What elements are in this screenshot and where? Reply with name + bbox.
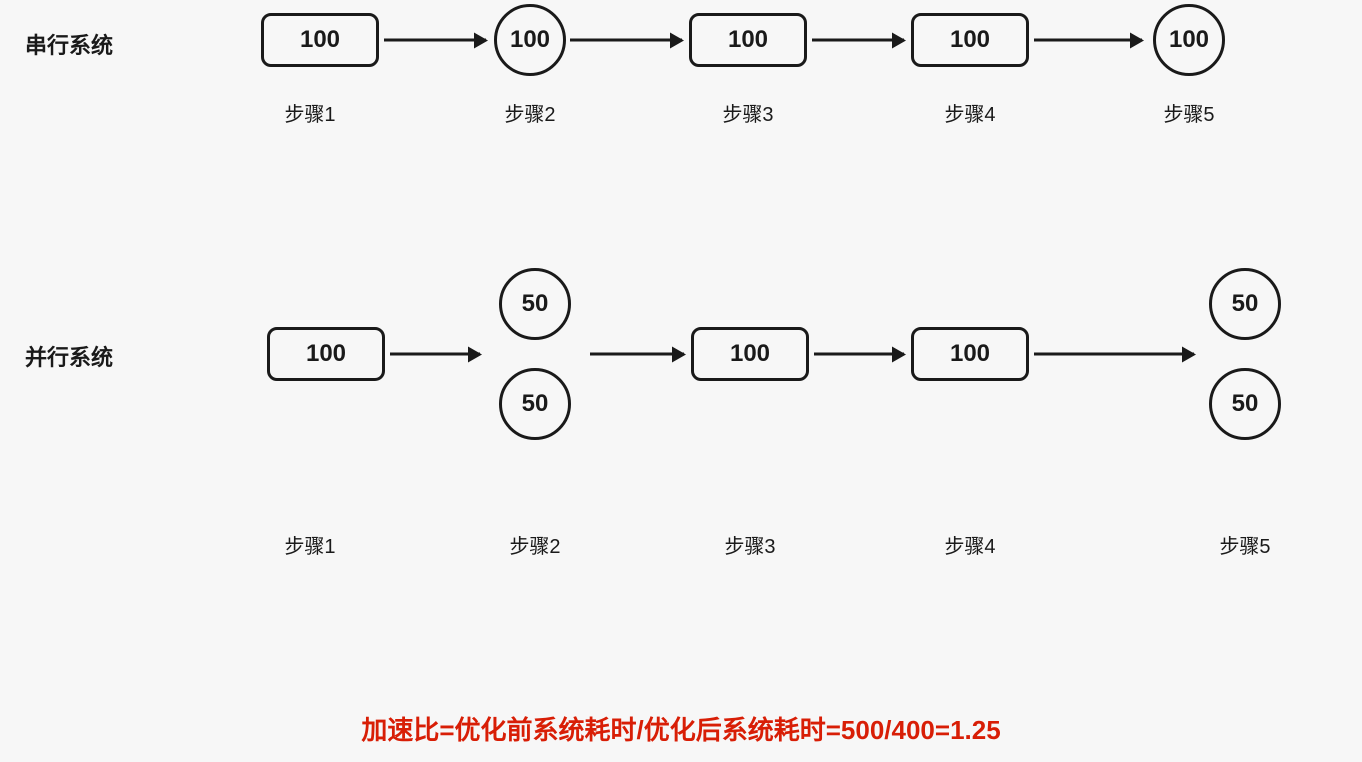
parallel-step-5-label: 步骤5: [1219, 530, 1270, 559]
speedup-formula: 加速比=优化前系统耗时/优化后系统耗时=500/400=1.25: [361, 710, 1000, 747]
parallel-step-2-value-a: 50: [522, 290, 549, 318]
serial-step-4-node: 100: [911, 13, 1029, 67]
serial-arrow-2: [570, 39, 682, 42]
serial-step-1-node: 100: [261, 13, 379, 67]
parallel-step-4-label: 步骤4: [944, 530, 995, 559]
parallel-step-5-value-a: 50: [1232, 290, 1259, 318]
parallel-step-5-node-a: 50: [1209, 268, 1281, 340]
serial-step-2-value: 100: [510, 26, 550, 54]
serial-step-3-node: 100: [689, 13, 807, 67]
serial-arrow-4: [1034, 39, 1142, 42]
serial-step-5-value: 100: [1169, 26, 1209, 54]
parallel-step-3-node: 100: [691, 327, 809, 381]
parallel-arrow-1: [390, 353, 480, 356]
serial-arrow-3: [812, 39, 904, 42]
parallel-arrow-2: [590, 353, 684, 356]
parallel-row-label: 并行系统: [25, 340, 113, 372]
parallel-step-1-node: 100: [267, 327, 385, 381]
parallel-step-3-label: 步骤3: [724, 530, 775, 559]
serial-step-2-node: 100: [494, 4, 566, 76]
parallel-step-1-label: 步骤1: [284, 530, 335, 559]
parallel-step-2-node-a: 50: [499, 268, 571, 340]
serial-step-1-value: 100: [300, 26, 340, 54]
parallel-step-5-node-b: 50: [1209, 368, 1281, 440]
serial-step-5-label: 步骤5: [1163, 98, 1214, 127]
parallel-arrow-4: [1034, 353, 1194, 356]
parallel-arrow-3: [814, 353, 904, 356]
parallel-step-2-node-b: 50: [499, 368, 571, 440]
serial-step-1-label: 步骤1: [284, 98, 335, 127]
parallel-step-4-value: 100: [950, 340, 990, 368]
serial-row-label: 串行系统: [25, 28, 113, 60]
parallel-step-1-value: 100: [306, 340, 346, 368]
serial-arrow-1: [384, 39, 486, 42]
parallel-step-2-label: 步骤2: [509, 530, 560, 559]
parallel-step-4-node: 100: [911, 327, 1029, 381]
serial-step-5-node: 100: [1153, 4, 1225, 76]
serial-step-3-value: 100: [728, 26, 768, 54]
parallel-step-5-value-b: 50: [1232, 390, 1259, 418]
parallel-step-3-value: 100: [730, 340, 770, 368]
serial-step-3-label: 步骤3: [722, 98, 773, 127]
serial-step-4-value: 100: [950, 26, 990, 54]
parallel-step-2-value-b: 50: [522, 390, 549, 418]
serial-step-2-label: 步骤2: [504, 98, 555, 127]
serial-step-4-label: 步骤4: [944, 98, 995, 127]
